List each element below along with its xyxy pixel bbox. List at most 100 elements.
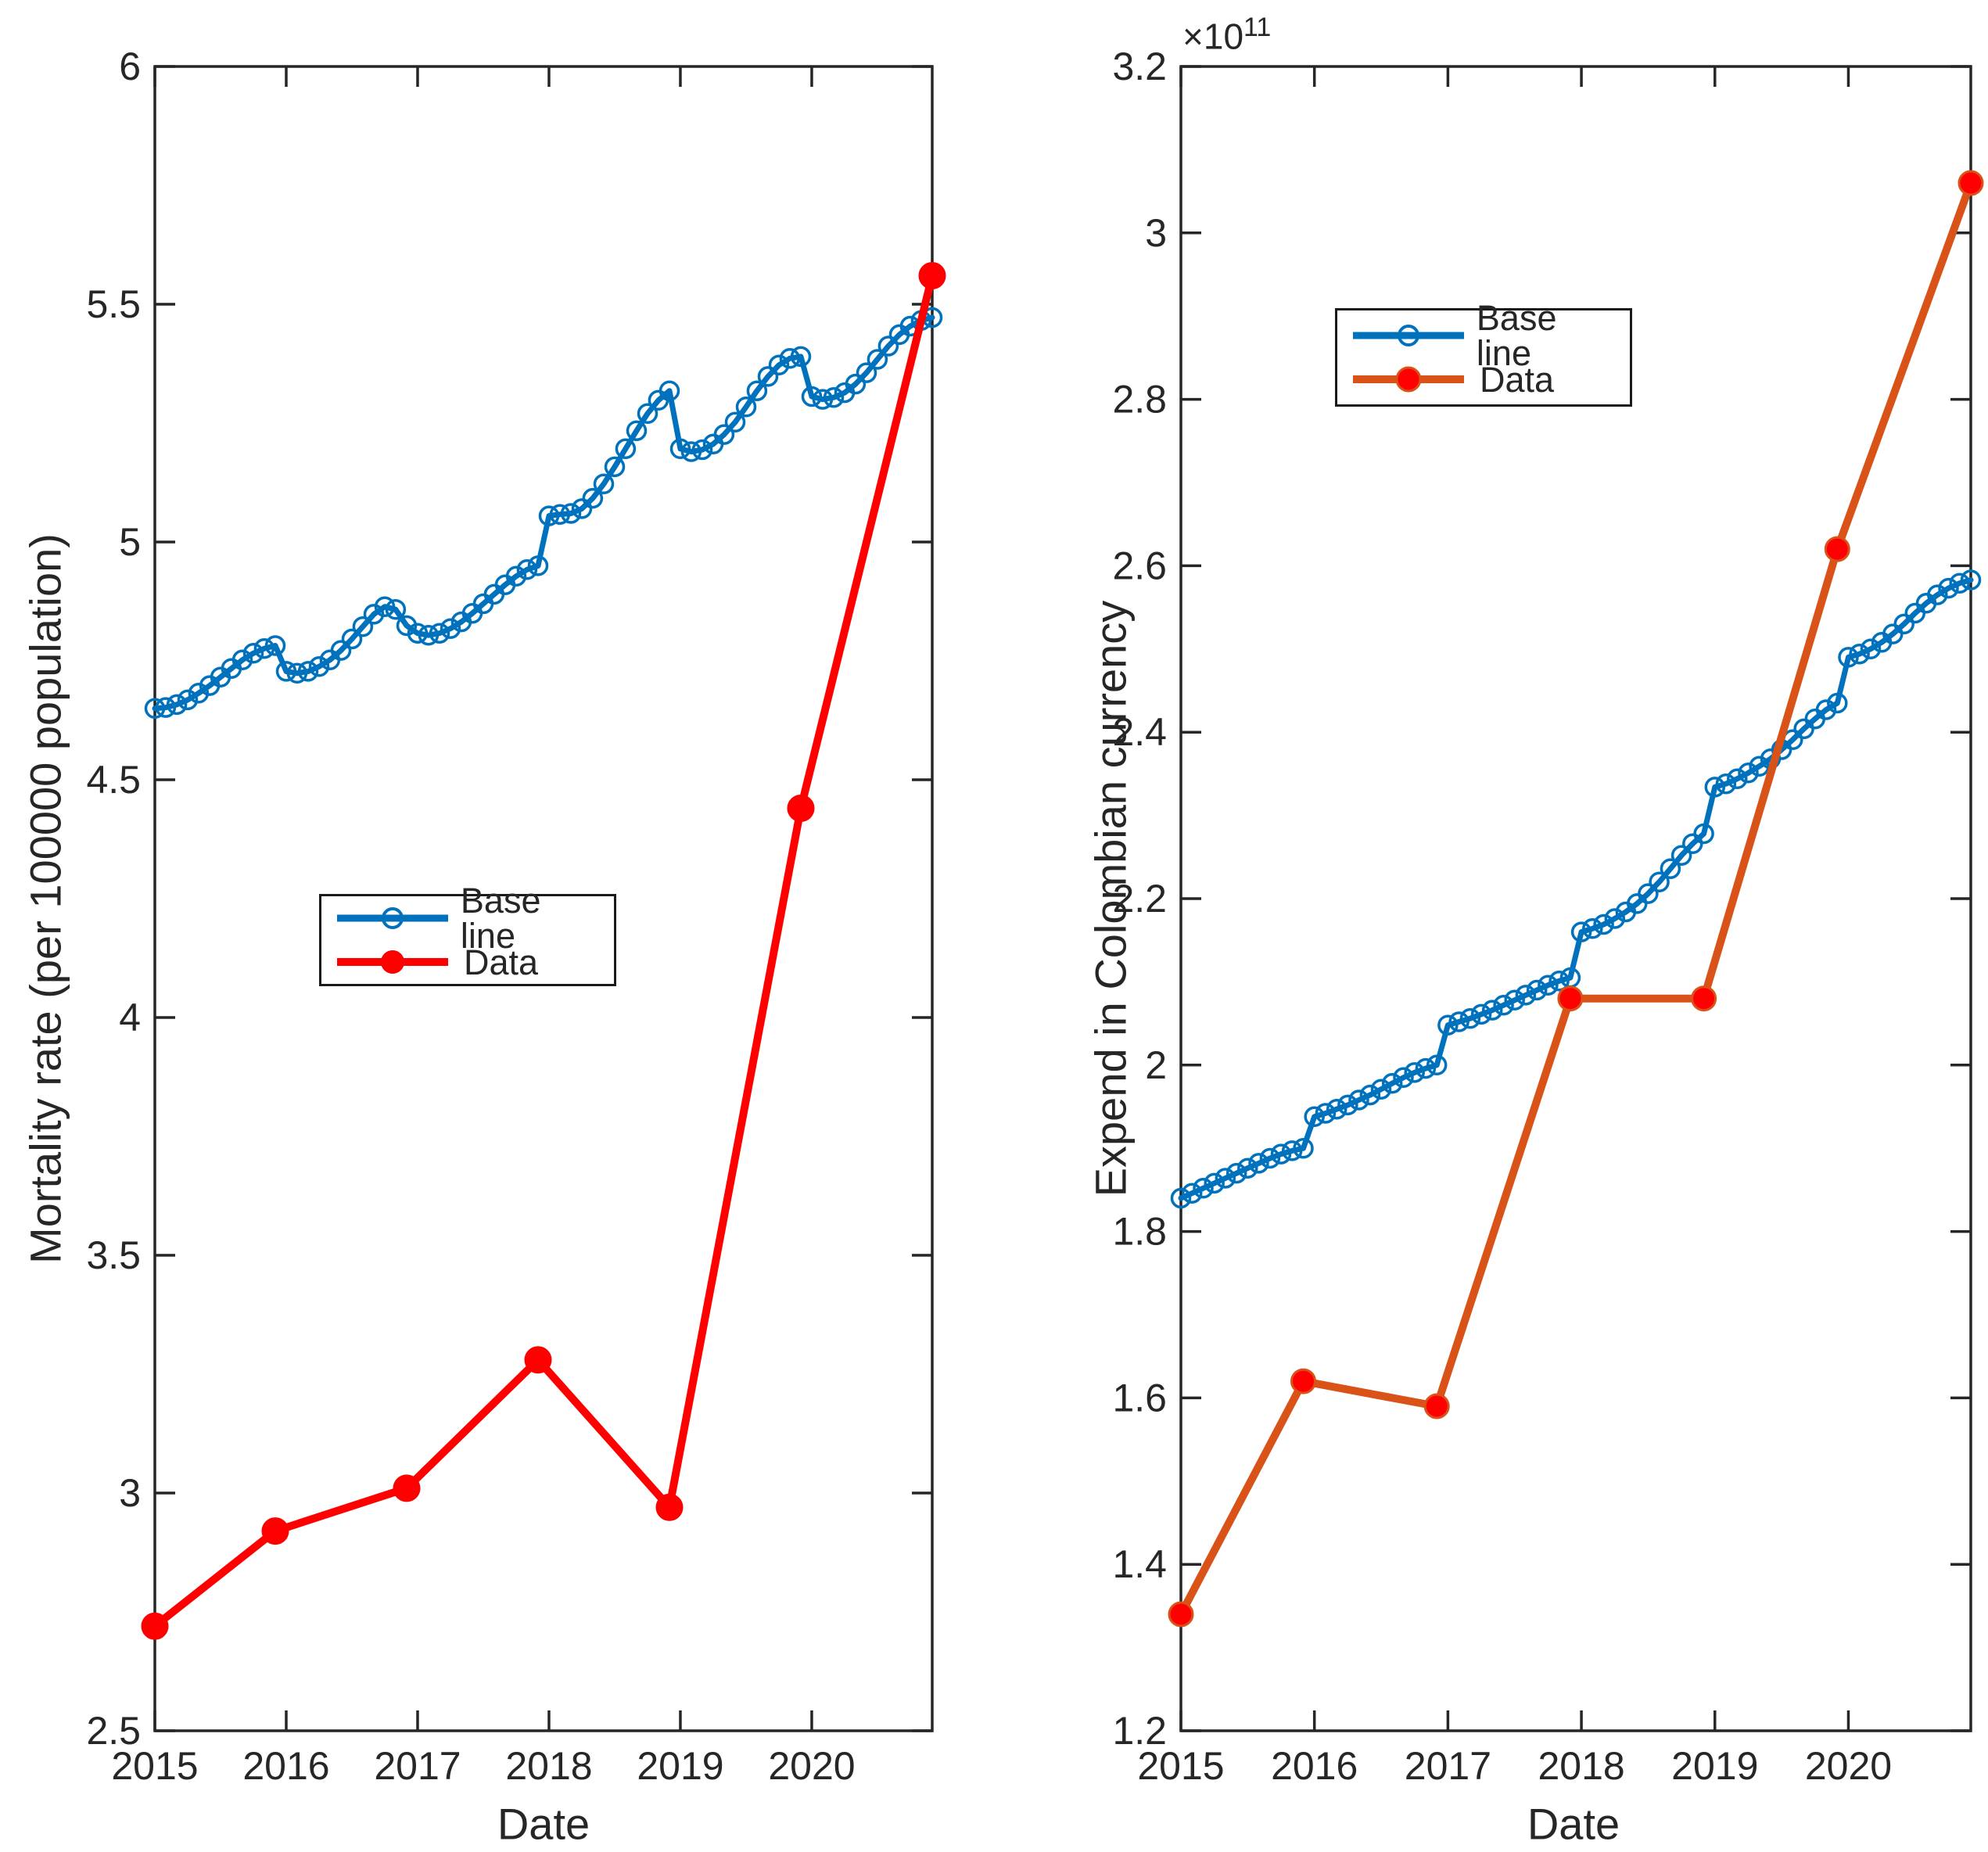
base-line-marker [1526, 979, 1548, 1001]
base-line-marker [1704, 777, 1726, 798]
base-line-marker [1426, 1054, 1448, 1076]
base-line-marker [527, 555, 549, 576]
base-line-marker [1727, 768, 1748, 790]
baseline-line-marker-sample [1353, 325, 1464, 346]
base-line-marker [1337, 1094, 1358, 1116]
base-line-marker [768, 354, 790, 376]
data-marker [141, 1612, 169, 1640]
base-line-marker [242, 643, 264, 664]
y-tick-label: 3 [1145, 211, 1167, 255]
data-marker [524, 1346, 552, 1374]
baseline-line-marker-sample [337, 907, 448, 929]
base-line-marker [823, 386, 845, 408]
y-tick-label: 6 [119, 45, 141, 88]
base-line-marker [1538, 974, 1559, 996]
base-line-marker [746, 380, 768, 401]
base-line-marker [604, 456, 626, 478]
base-line-marker [352, 616, 374, 637]
base-line-marker [560, 503, 582, 524]
data-marker [1691, 985, 1717, 1012]
x-tick-label: 2017 [1405, 1744, 1491, 1788]
base-line-marker [429, 623, 450, 644]
base-line-marker [593, 473, 615, 495]
base-line-series-markers [144, 307, 943, 720]
base-line-marker [1504, 989, 1525, 1011]
base-line-marker [582, 487, 604, 509]
base-line-marker [155, 697, 177, 718]
y-tick-label: 4.5 [86, 758, 141, 802]
base-line-series-line [152, 314, 935, 712]
base-line-marker [1270, 1143, 1292, 1165]
base-line-marker [812, 389, 834, 410]
y-tick-label: 2 [1145, 1043, 1167, 1087]
base-line-marker [1649, 871, 1670, 892]
base-line-marker [1593, 913, 1614, 935]
right-legend-item-baseline: Base line [1350, 300, 1617, 371]
base-line-series-line [1178, 577, 1974, 1201]
base-line-marker [1660, 858, 1681, 879]
right-legend-label-baseline: Base line [1476, 298, 1557, 373]
base-line-marker [1860, 638, 1882, 660]
base-line-marker [1815, 699, 1837, 720]
base-line-marker [735, 397, 757, 418]
base-line-marker [264, 635, 286, 656]
base-line-marker [144, 698, 166, 720]
base-line-marker [680, 441, 702, 462]
y-tick-label: 2.4 [1112, 710, 1167, 754]
base-line-marker [1838, 647, 1859, 668]
x-tick-label: 2017 [374, 1744, 461, 1788]
base-line-marker [626, 420, 648, 441]
x-tick-label: 2019 [637, 1744, 723, 1788]
base-line-marker [1193, 1178, 1214, 1199]
base-line-marker [286, 662, 308, 684]
right-legend-label-data: Data [1480, 359, 1555, 400]
base-line-marker [1293, 1137, 1314, 1159]
data-marker [1290, 1368, 1316, 1394]
y-tick-label: 1.8 [1112, 1210, 1167, 1254]
data-marker [261, 1517, 289, 1545]
y-tick-label: 2.6 [1112, 544, 1167, 587]
base-line-marker [1281, 1140, 1303, 1161]
right-legend-item-data: Data [1350, 360, 1617, 399]
data-marker [787, 795, 815, 822]
base-line-marker [505, 565, 527, 587]
x-tick-label: 2020 [1805, 1744, 1892, 1788]
y-tick-label: 1.4 [1112, 1542, 1167, 1586]
base-line-marker [1827, 692, 1848, 714]
x-tick-label: 2016 [242, 1744, 329, 1788]
data-line-marker-sample [337, 950, 448, 974]
base-line-marker [1315, 1103, 1337, 1124]
left-legend-label-baseline: Base line [460, 881, 541, 956]
base-line-marker [1960, 569, 1982, 590]
base-line-marker [1248, 1153, 1269, 1174]
left-y-axis-label: Mortality rate (per 100000 population) [20, 533, 70, 1264]
y-tick-label: 2.2 [1112, 877, 1167, 921]
y-tick-label: 3.2 [1112, 45, 1167, 88]
left-legend-label-data: Data [464, 942, 539, 982]
y-tick-label: 3.5 [86, 1233, 141, 1277]
data-marker [918, 262, 946, 289]
base-line-marker [1949, 572, 1970, 594]
base-line-marker [877, 336, 899, 357]
x-tick-label: 2018 [505, 1744, 592, 1788]
base-line-marker [1170, 1187, 1192, 1209]
base-line-marker [1204, 1172, 1225, 1194]
base-line-marker [757, 366, 779, 387]
base-line-marker [713, 424, 735, 445]
base-line-marker [407, 623, 429, 644]
base-line-marker [1448, 1011, 1469, 1032]
data-marker [1957, 170, 1984, 196]
base-line-marker [1259, 1147, 1281, 1169]
base-line-marker [231, 649, 253, 671]
base-line-marker [1370, 1079, 1392, 1100]
base-line-marker [669, 438, 691, 460]
x-tick-label: 2015 [1137, 1744, 1224, 1788]
base-line-marker [549, 504, 571, 525]
data-marker [1557, 985, 1584, 1012]
base-line-marker [1693, 823, 1714, 845]
right-legend: Base line Data [1335, 300, 1632, 407]
base-line-marker [1359, 1084, 1381, 1106]
base-line-marker [1893, 613, 1914, 635]
x-tick-label: 2018 [1538, 1744, 1624, 1788]
